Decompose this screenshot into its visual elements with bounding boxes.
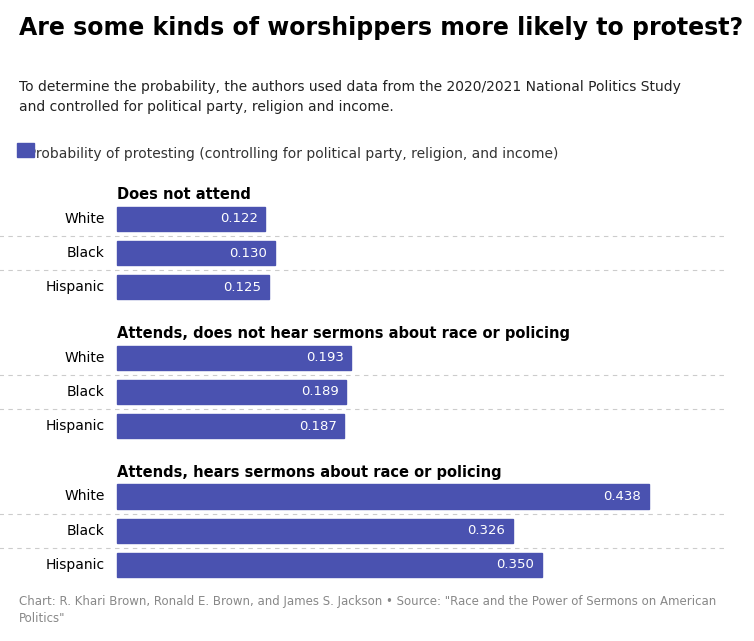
Bar <box>117 485 648 508</box>
Text: 0.350: 0.350 <box>497 558 535 571</box>
Bar <box>117 275 268 299</box>
Text: Black: Black <box>67 524 105 538</box>
Text: Black: Black <box>67 246 105 260</box>
Bar <box>117 241 274 265</box>
Text: Does not attend: Does not attend <box>117 187 251 203</box>
Text: Attends, hears sermons about race or policing: Attends, hears sermons about race or pol… <box>117 465 501 480</box>
Text: 0.189: 0.189 <box>302 385 339 398</box>
Bar <box>117 519 513 543</box>
Text: Chart: R. Khari Brown, Ronald E. Brown, and James S. Jackson • Source: "Race and: Chart: R. Khari Brown, Ronald E. Brown, … <box>19 595 716 625</box>
Text: Hispanic: Hispanic <box>45 419 105 433</box>
Text: Attends, does not hear sermons about race or policing: Attends, does not hear sermons about rac… <box>117 326 570 341</box>
Text: 0.187: 0.187 <box>299 420 336 433</box>
Bar <box>117 553 541 577</box>
Text: Black: Black <box>67 385 105 399</box>
Text: 0.193: 0.193 <box>306 351 344 364</box>
Text: Hispanic: Hispanic <box>45 558 105 572</box>
Text: White: White <box>64 351 105 365</box>
Text: Hispanic: Hispanic <box>45 280 105 294</box>
Text: To determine the probability, the authors used data from the 2020/2021 National : To determine the probability, the author… <box>19 80 681 113</box>
Text: 0.326: 0.326 <box>467 524 505 537</box>
Text: Are some kinds of worshippers more likely to protest?: Are some kinds of worshippers more likel… <box>19 16 743 40</box>
Bar <box>117 345 351 370</box>
Text: 0.125: 0.125 <box>223 281 262 294</box>
Bar <box>117 207 265 231</box>
Text: 0.130: 0.130 <box>229 247 268 260</box>
Text: White: White <box>64 212 105 226</box>
Text: White: White <box>64 490 105 503</box>
Text: 0.122: 0.122 <box>219 212 258 226</box>
Bar <box>117 379 346 404</box>
Text: 0.438: 0.438 <box>603 490 642 503</box>
Bar <box>117 414 344 438</box>
Text: Probability of protesting (controlling for political party, religion, and income: Probability of protesting (controlling f… <box>19 147 558 161</box>
